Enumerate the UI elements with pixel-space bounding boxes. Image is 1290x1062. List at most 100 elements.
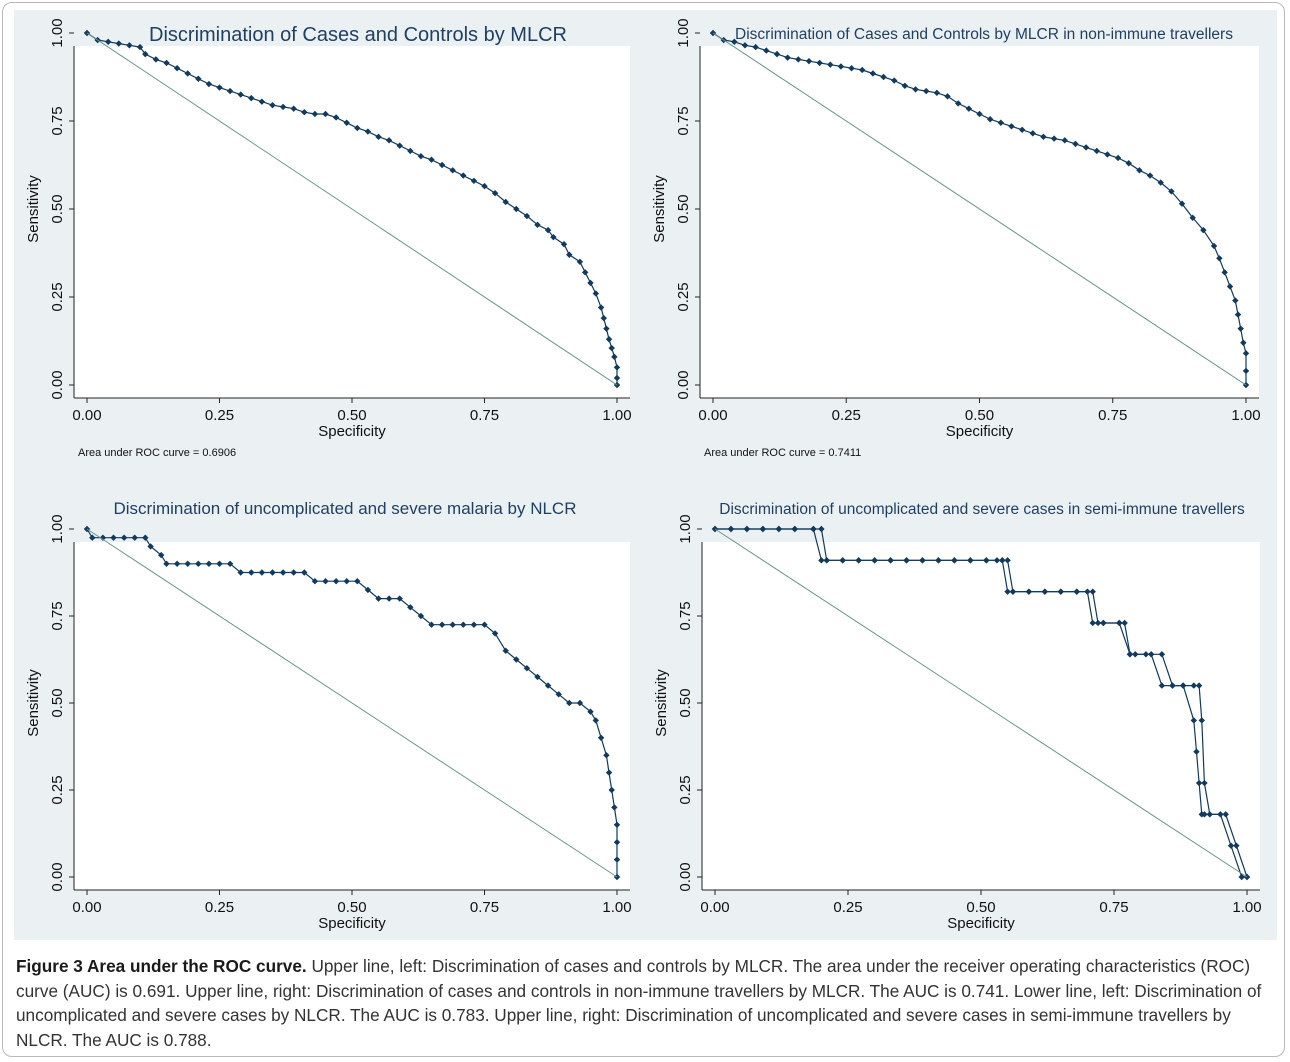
roc-point: [385, 595, 393, 602]
y-tick-label: 0.50: [675, 194, 692, 223]
x-tick-label: 0.75: [470, 899, 499, 916]
roc-point: [1093, 147, 1100, 155]
roc-point: [1233, 842, 1240, 849]
roc-point: [1050, 135, 1058, 142]
roc-point: [158, 551, 165, 559]
roc-point: [258, 569, 266, 576]
roc-point: [1082, 144, 1090, 151]
roc-point: [603, 752, 610, 759]
roc-point: [438, 621, 446, 628]
roc-point: [1104, 151, 1111, 158]
roc-point: [248, 569, 255, 576]
roc-point: [311, 578, 319, 585]
roc-point: [592, 717, 599, 724]
roc-point: [290, 105, 297, 112]
roc-point: [470, 177, 478, 185]
roc-point: [818, 557, 825, 564]
roc-point: [993, 557, 1001, 564]
x-tick-label: 0.25: [832, 407, 861, 424]
x-tick-label: 0.25: [833, 899, 862, 916]
roc-point: [871, 557, 878, 564]
roc-point: [364, 586, 372, 594]
roc-point: [428, 621, 435, 628]
roc-point: [105, 38, 112, 45]
roc-point: [967, 557, 974, 564]
roc-point: [1094, 619, 1102, 627]
y-tick-label: 0.25: [675, 282, 692, 311]
x-tick-label: 0.00: [698, 407, 727, 424]
x-tick-label: 1.00: [1231, 407, 1260, 424]
y-tick-label: 0.75: [675, 106, 692, 135]
roc-point: [1190, 682, 1197, 689]
chart-title: Discrimination of uncomplicated and seve…: [114, 499, 577, 518]
x-tick-label: 0.75: [1099, 899, 1128, 916]
roc-point: [837, 63, 845, 70]
roc-point: [1193, 748, 1200, 755]
roc-point: [1242, 367, 1250, 375]
roc-point: [1089, 619, 1096, 627]
roc-point: [775, 525, 783, 533]
roc-point: [481, 621, 488, 628]
roc-point: [983, 557, 990, 564]
roc-point: [763, 47, 770, 54]
roc-point: [986, 116, 994, 123]
roc-point: [1004, 557, 1011, 564]
roc-point: [428, 156, 435, 163]
y-tick-label: 0.00: [49, 370, 66, 399]
roc-point: [597, 304, 605, 311]
roc-point: [364, 128, 372, 135]
roc-point: [1216, 255, 1223, 262]
roc-point: [731, 38, 738, 45]
roc-point: [460, 621, 467, 628]
roc-point: [544, 682, 552, 689]
roc-point: [1009, 588, 1017, 595]
roc-point: [470, 621, 478, 628]
x-tick-label: 0.00: [72, 899, 101, 916]
plot-area: [74, 46, 630, 398]
roc-point: [823, 557, 830, 564]
roc-point: [1146, 172, 1154, 179]
roc-point: [1201, 779, 1208, 787]
roc-point: [1198, 717, 1205, 724]
roc-point: [1089, 588, 1096, 595]
roc-point: [354, 578, 361, 585]
roc-point: [481, 182, 488, 190]
roc-point: [354, 124, 361, 132]
roc-point: [173, 560, 181, 567]
y-tick-label: 0.50: [49, 194, 66, 223]
roc-point: [290, 569, 297, 576]
roc-point: [216, 560, 223, 567]
chart-title: Discrimination of Cases and Controls by …: [149, 24, 567, 46]
roc-point: [1018, 126, 1026, 133]
roc-point: [343, 578, 350, 585]
roc-point: [611, 804, 618, 811]
roc-point: [343, 119, 350, 126]
chart-3: Discrimination of uncomplicated and seve…: [25, 499, 632, 940]
roc-point: [513, 205, 520, 213]
auc-annotation: Area under ROC curve = 0.7411: [704, 447, 861, 459]
roc-point: [550, 233, 557, 241]
y-axis-label: Sensitivity: [653, 669, 670, 737]
roc-point: [560, 241, 568, 248]
roc-point: [311, 110, 319, 118]
plot-area: [702, 542, 1260, 890]
y-tick-label: 0.00: [675, 370, 692, 399]
roc-point: [1158, 651, 1166, 658]
roc-point: [248, 94, 255, 102]
roc-point: [827, 61, 834, 68]
roc-point: [184, 70, 191, 77]
roc-point: [759, 525, 767, 533]
roc-point: [605, 769, 613, 776]
reference-line: [86, 528, 618, 878]
reference-line: [86, 32, 618, 386]
roc-point: [1189, 214, 1196, 221]
chart-title: Discrimination of Cases and Controls by …: [735, 26, 1233, 43]
plot-area: [700, 46, 1259, 398]
roc-point: [417, 612, 425, 620]
roc-point: [727, 525, 735, 533]
roc-point: [491, 189, 499, 197]
roc-point: [903, 557, 910, 564]
roc-point: [566, 699, 573, 707]
x-tick-label: 1.00: [602, 407, 631, 424]
roc-point: [1126, 651, 1134, 658]
